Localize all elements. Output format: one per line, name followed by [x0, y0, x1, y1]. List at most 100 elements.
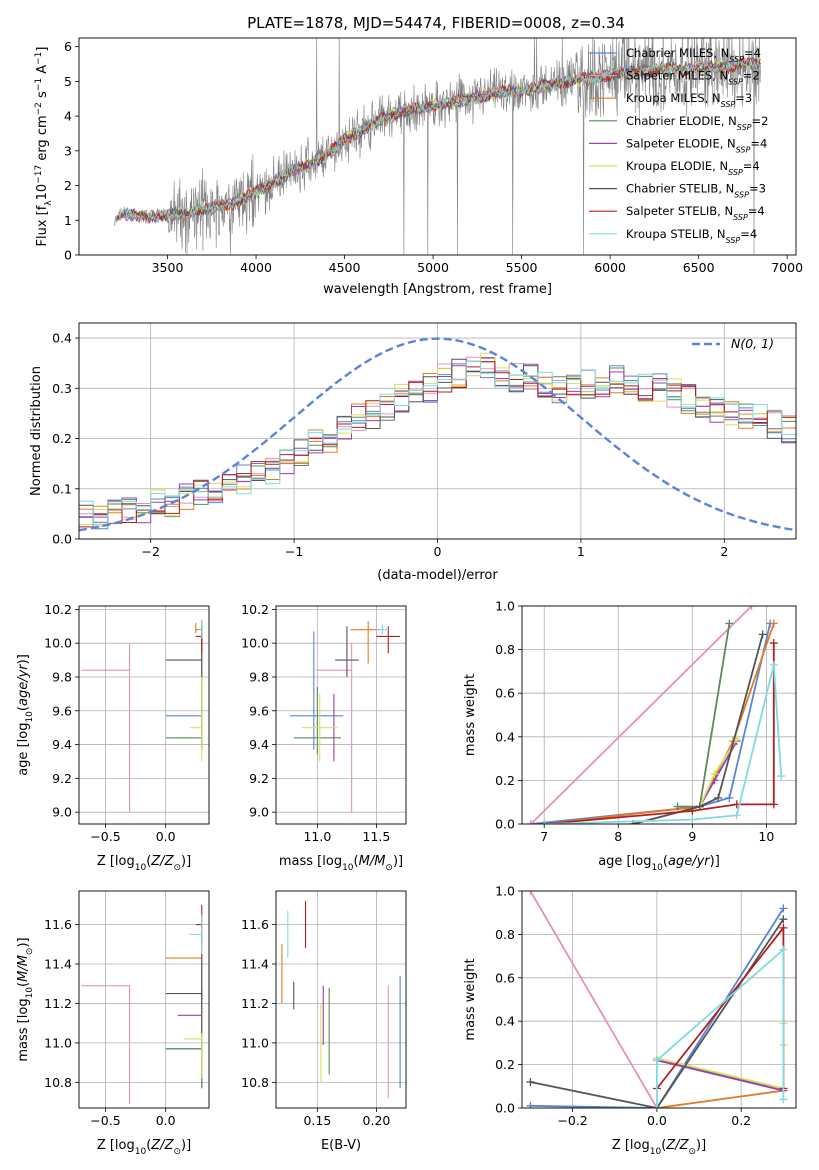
error-point [189, 626, 203, 762]
marker [688, 815, 697, 824]
y-tick-label: 10.2 [241, 602, 269, 617]
y-tick-label: 9.6 [52, 703, 72, 718]
panel-mass_weight_vs_age: 7 8 9 10 0.0 0.2 0.4 0.6 0.8 1.0 age [log10(age/yr… [463, 599, 797, 873]
x-tick-label: 4500 [329, 260, 361, 275]
x-tick-label: 0.0 [156, 829, 176, 844]
residual-histogram [79, 360, 796, 527]
error-point [165, 954, 203, 1034]
y-axis-label: Normed distribution [29, 366, 44, 496]
mass-weight-line [544, 643, 775, 824]
x-tick-label: −2 [141, 544, 159, 559]
residual-histogram [79, 357, 796, 524]
y-tick-label: 11.0 [44, 1035, 72, 1050]
legend-entry: Chabrier MILES, NSSP=4 [626, 46, 761, 64]
marker [769, 660, 778, 669]
legend-entry: Kroupa ELODIE, NSSP=4 [626, 159, 760, 177]
error-point [165, 631, 203, 750]
figure-title: PLATE=1878, MJD=54474, FIBERID=0008, z=0… [247, 14, 625, 32]
y-tick-label: 6 [64, 39, 72, 54]
y-tick-label: 1 [64, 213, 72, 228]
y-axis-label: mass [log10(M/M⊙)] [16, 937, 35, 1061]
x-tick-label: −1 [285, 544, 303, 559]
marker [758, 630, 767, 639]
x-tick-label: 5500 [506, 260, 538, 275]
x-axis-label: Z [log10(Z/Z⊙)] [97, 854, 191, 873]
y-tick-label: 11.4 [241, 956, 269, 971]
y-axis-label: Flux [fλ10−17 erg cm−2 s−1 A−1] [34, 47, 54, 247]
plot-area [81, 904, 203, 1105]
mass-weight-line [632, 634, 764, 824]
y-tick-label: 0.2 [495, 773, 515, 788]
y-tick-label: 9.2 [52, 771, 72, 786]
plot-area [281, 900, 401, 1099]
y-tick-label: 0.4 [495, 729, 515, 744]
x-axis-label: wavelength [Angstrom, rest frame] [323, 282, 552, 297]
x-tick-label: 10 [758, 829, 774, 844]
mass-weight-line [656, 1059, 784, 1092]
marker [747, 606, 756, 610]
x-tick-label: 8 [614, 829, 622, 844]
y-tick-label: 9.4 [52, 737, 72, 752]
y-axis-label: mass weight [463, 674, 478, 756]
x-tick-label: 11.0 [303, 829, 331, 844]
panel-residuals: −2 −1 0 1 2 0.0 0.1 0.2 0.3 0.4 (data-model)/error… [29, 322, 797, 583]
y-tick-label: 10.2 [44, 602, 72, 617]
axes-frame [275, 605, 407, 825]
y-tick-label: 0.6 [495, 686, 515, 701]
marker [526, 820, 535, 824]
x-tick-label: −0.2 [557, 1113, 587, 1128]
y-tick-label: 9.0 [52, 805, 72, 820]
error-point [165, 938, 203, 998]
panel-age_vs_Z: −0.5 0.0 9.0 9.2 9.4 9.6 9.8 10.0 10.2 Z [log10(Z… [16, 602, 210, 873]
x-tick-label: 5000 [417, 260, 449, 275]
error-point [290, 631, 344, 750]
marker [673, 802, 682, 811]
marker [769, 619, 778, 628]
x-tick-label: 0.0 [156, 1113, 176, 1128]
marker [779, 915, 788, 924]
x-tick-label: 1 [577, 544, 585, 559]
y-tick-label: 0.3 [52, 381, 72, 396]
marker [714, 793, 723, 802]
x-axis-label: Z [log10(Z/Z⊙)] [97, 1138, 191, 1157]
error-point [165, 626, 203, 677]
mass-weight-line [544, 623, 775, 824]
y-tick-label: 0.0 [52, 532, 72, 547]
plot-area [526, 606, 786, 824]
x-tick-label: −0.5 [90, 1113, 120, 1128]
marker [725, 793, 734, 802]
x-tick-label: 0.2 [731, 1113, 751, 1128]
y-tick-label: 0.2 [495, 1057, 515, 1072]
panel-age_vs_mass: 11.0 11.5 9.0 9.2 9.4 9.6 9.8 10.0 10.2 mass [log… [241, 602, 407, 873]
error-point [293, 687, 341, 755]
y-tick-label: 11.0 [241, 1035, 269, 1050]
mass-weight-line [544, 664, 783, 824]
plot-area [526, 891, 788, 1108]
y-tick-label: 10.0 [44, 636, 72, 651]
y-tick-label: 5 [64, 74, 72, 89]
x-tick-label: 9 [688, 829, 696, 844]
x-tick-label: 2 [720, 544, 728, 559]
axes-frame [521, 605, 797, 825]
marker [779, 904, 788, 913]
x-axis-label: age [log10(age/yr)] [598, 854, 720, 873]
legend-entry: N(0, 1) [731, 336, 774, 351]
panel-mass_vs_Z: −0.5 0.0 10.8 11.0 11.2 11.4 11.6 Z [log10(Z/Z⊙… [16, 890, 210, 1157]
y-tick-label: 10.8 [241, 1075, 269, 1090]
y-tick-label: 9.6 [249, 703, 269, 718]
error-point [376, 624, 389, 635]
panel-mass_vs_ebv: 0.15 0.20 10.8 11.0 11.2 11.4 11.6 E(B-V) [241, 890, 407, 1153]
mass-weight-line [656, 1089, 784, 1108]
x-tick-label: 6000 [594, 260, 626, 275]
axes-frame [275, 890, 407, 1109]
axes-frame [78, 605, 210, 825]
mass-weight-line [656, 947, 785, 1108]
y-tick-label: 10.0 [241, 636, 269, 651]
x-axis-label: E(B-V) [321, 1138, 361, 1153]
plot-area [79, 337, 796, 532]
y-tick-label: 9.4 [249, 737, 269, 752]
error-point [183, 999, 203, 1079]
y-tick-label: 0.4 [52, 331, 72, 346]
x-tick-label: 11.5 [363, 829, 391, 844]
